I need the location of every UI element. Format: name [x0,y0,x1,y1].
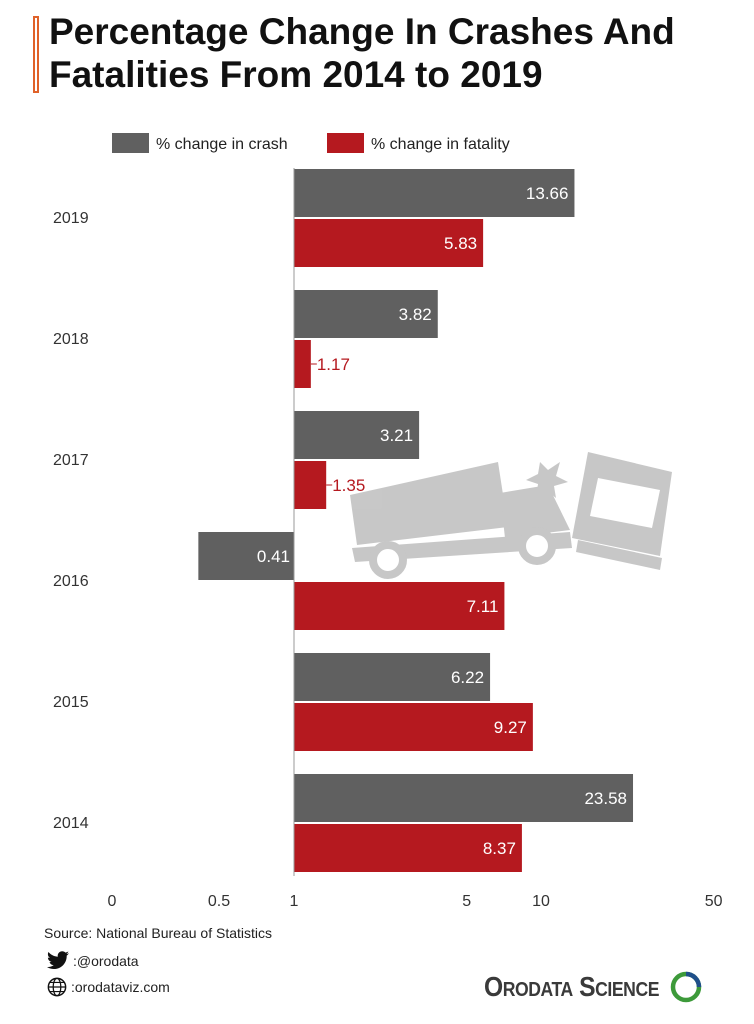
brand-logo: Orodata Science [484,970,703,1004]
bar-value-label: 9.27 [494,718,527,737]
year-label: 2014 [53,815,89,832]
year-label: 2015 [53,694,89,711]
chart-area: % change in crash% change in fatality 13… [53,133,723,910]
x-tick-label: 5 [462,893,471,910]
legend-swatch-1 [327,133,364,153]
source-note: Source: National Bureau of Statistics [44,925,273,941]
truck-wheel-rear [369,541,407,579]
x-tick-label: 0.5 [208,893,230,910]
legend-label-0: % change in crash [156,136,288,153]
second-truck-window [590,478,660,528]
bar-value-label: 1.17 [317,355,350,374]
bar-fatality [294,461,327,509]
twitter-handle[interactable]: :@orodata [45,951,139,971]
chart-title: Percentage Change In Crashes And Fatalit… [49,11,675,95]
bar-crash [294,411,420,459]
year-label: 2019 [53,210,89,227]
second-truck-bumper [576,540,662,570]
brand-circle-icon [670,971,702,1003]
bar-value-label: 1.35 [332,476,365,495]
title-accent-bar [33,16,39,93]
bar-value-label: 6.22 [451,668,484,687]
bar-value-label: 0.41 [257,547,290,566]
bar-value-label: 8.37 [483,839,516,858]
bar-crash [294,653,491,701]
x-tick-label: 0 [108,893,117,910]
x-tick-labels: 0 0.5 1 5 10 50 [108,893,723,910]
bar-value-label: 23.58 [584,789,627,808]
truck-wheel-front [518,527,556,565]
bars-layer: 13.66 5.83 3.82 1.17 3.21 1.35 0.41 7.11 6.22 9.2… [198,169,634,872]
bar-fatality [294,824,522,872]
truck-cab [500,485,570,538]
x-tick-label: 50 [705,893,723,910]
legend: % change in crash % change in fatality [112,133,510,153]
bar-value-label: 3.82 [399,305,432,324]
truck-crash-illustration [350,452,672,579]
bar-crash [198,532,294,580]
x-tick-label: 1 [290,893,299,910]
bar-crash [294,169,575,217]
globe-icon [47,977,67,997]
legend-label-1: % change in fatality [371,136,510,153]
twitter-bird-icon [47,951,69,969]
twitter-handle-text: :@orodata [73,953,139,969]
bar-fatality [294,340,311,388]
x-tick-label: 10 [532,893,550,910]
bar-crash [294,774,634,822]
legend-swatch-0 [112,133,149,153]
year-labels: 2019 2018 2017 2016 2015 2014 [53,210,89,832]
bar-fatality [294,703,533,751]
bar-value-label: 5.83 [444,234,477,253]
truck-chassis [352,532,572,562]
website-text: :orodataviz.com [71,979,170,995]
bar-value-label: 13.66 [526,184,569,203]
bar-fatality [294,582,505,630]
bar-value-label: 7.11 [467,597,499,616]
brand-name: Orodata Science [484,971,660,1002]
bar-value-label: 3.21 [380,426,413,445]
impact-burst [526,462,568,498]
year-label: 2016 [53,573,89,590]
truck-cargo-box [350,462,508,545]
year-label: 2018 [53,331,89,348]
year-label: 2017 [53,452,89,469]
bar-crash [294,290,438,338]
website-link[interactable]: :orodataviz.com [45,977,170,997]
bar-fatality [294,219,484,267]
